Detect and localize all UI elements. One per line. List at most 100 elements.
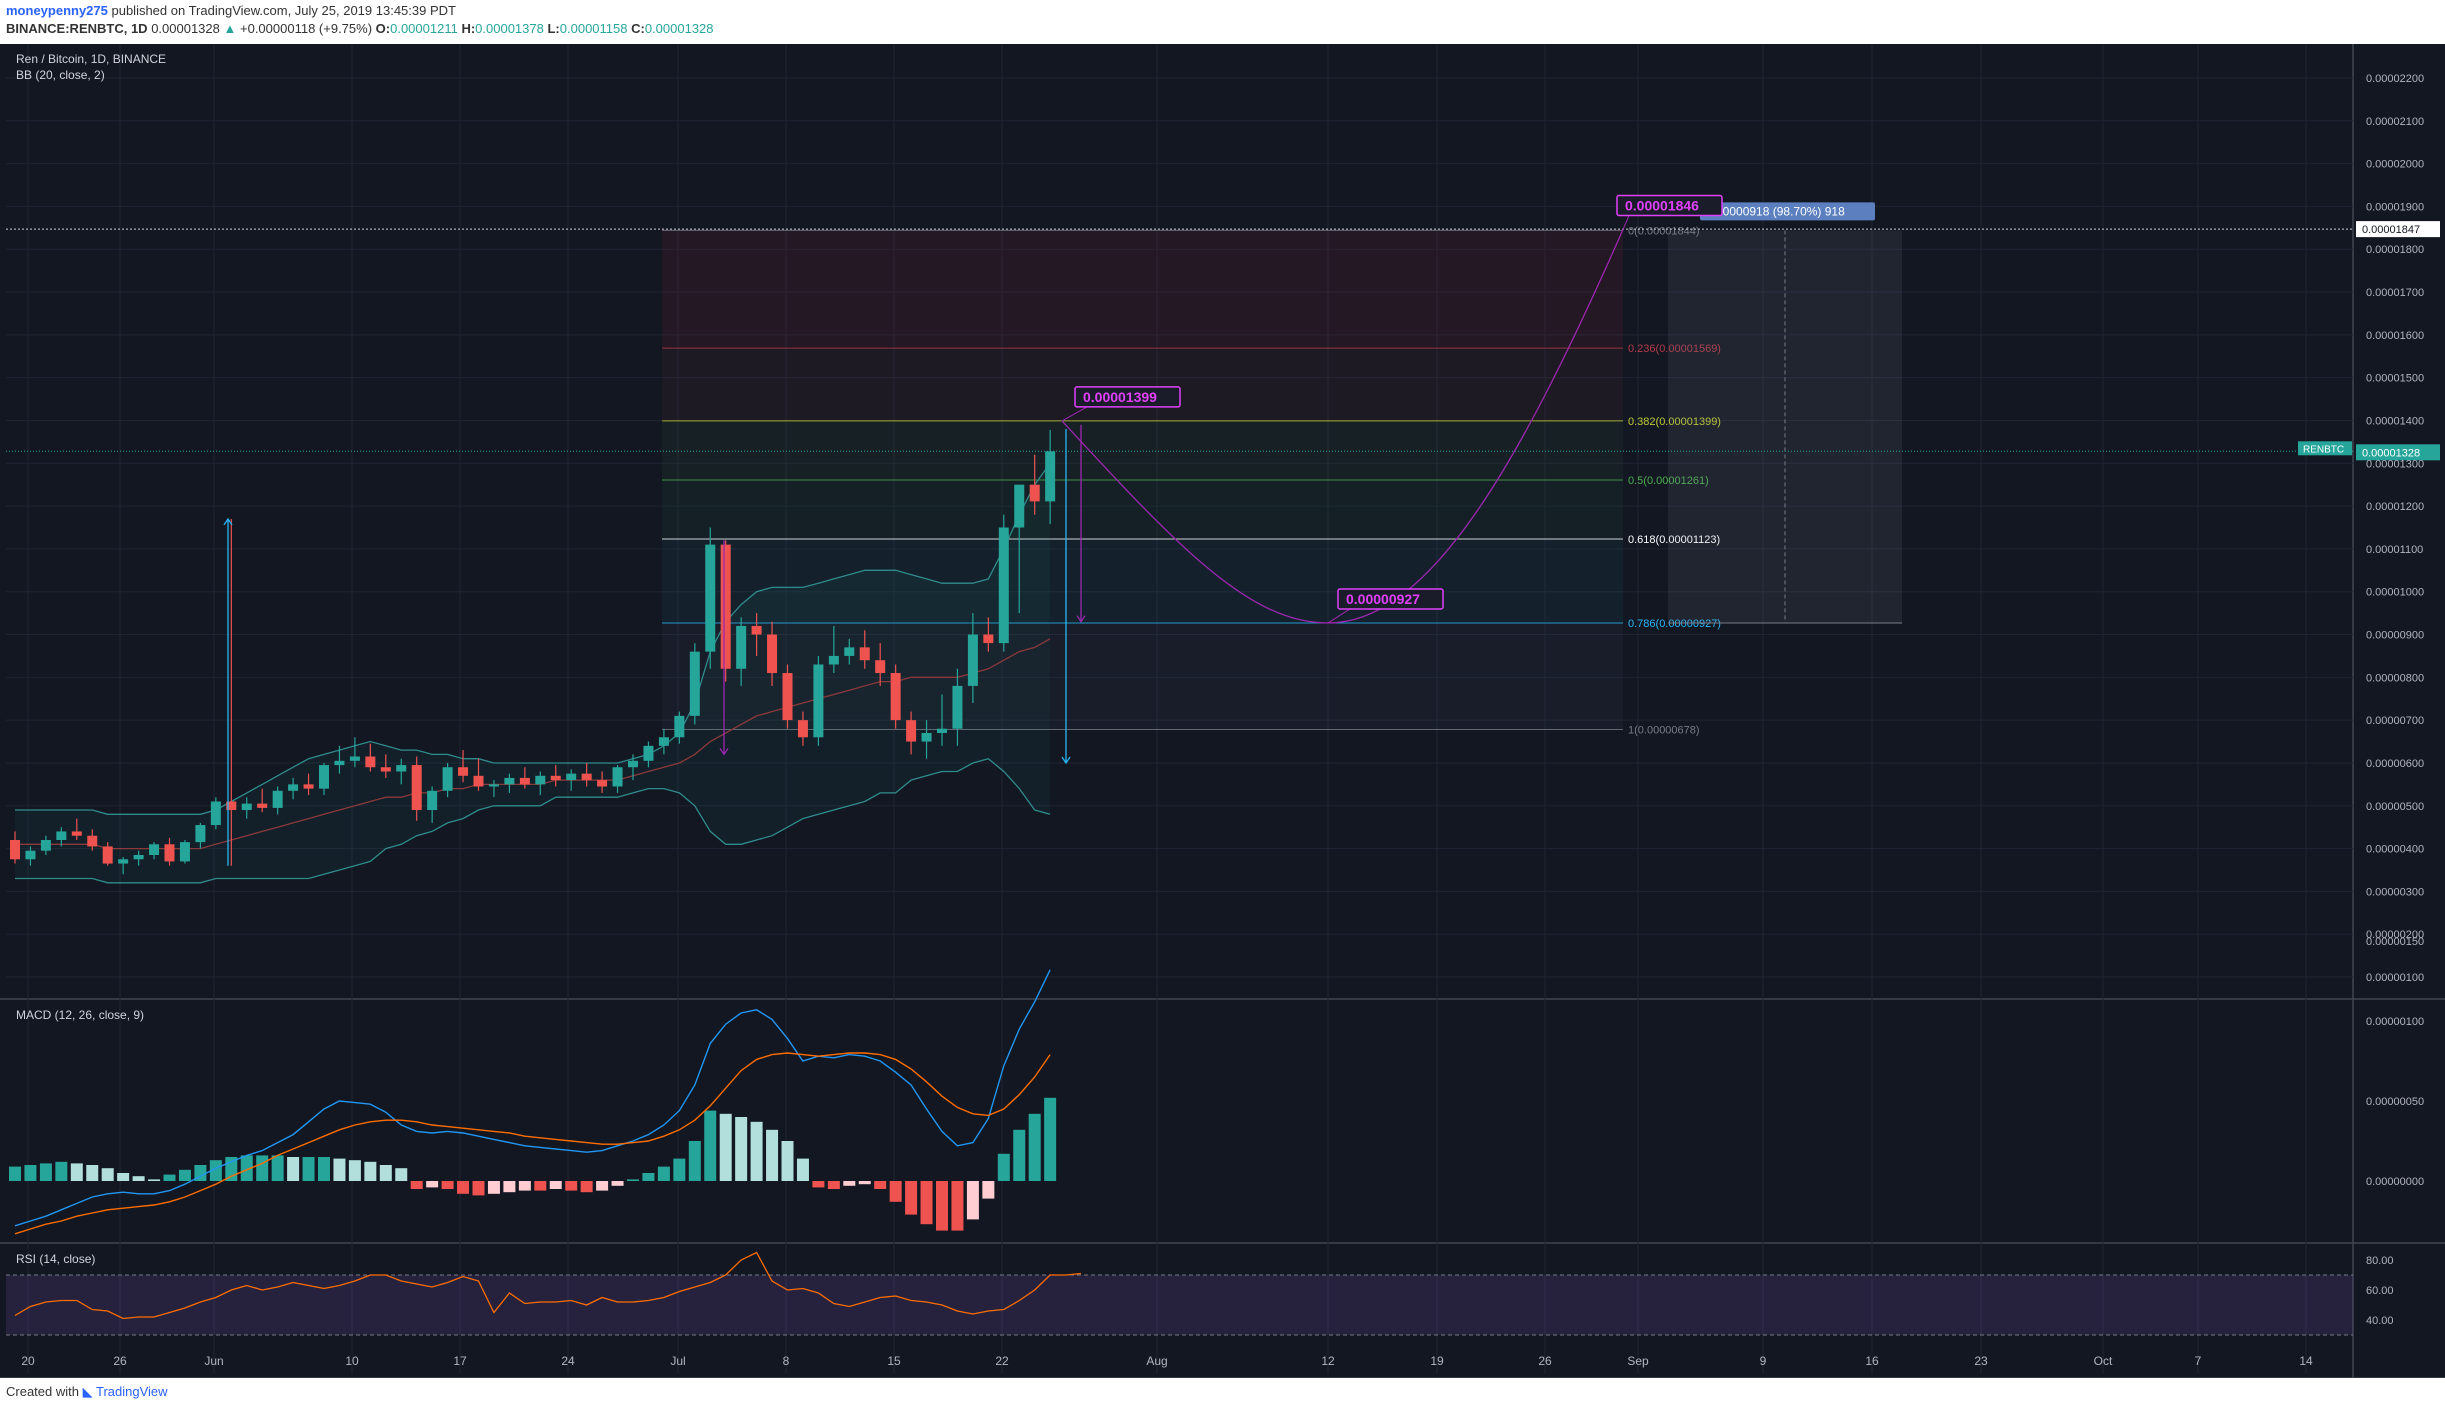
macd-histogram-bar (457, 1181, 470, 1194)
fib-level-label: 1(0.00000678) (1628, 725, 1700, 737)
callout-pointer (1327, 608, 1351, 624)
price-tick-label: 0.00002000 (2366, 159, 2424, 171)
projected-path (1061, 229, 1624, 624)
macd-histogram-bar (503, 1181, 516, 1193)
macd-histogram-bar (24, 1165, 37, 1181)
macd-tick-label: 0.00000100 (2366, 1016, 2424, 1028)
macd-histogram-bar (735, 1117, 748, 1181)
time-tick-label: 26 (113, 1354, 127, 1368)
time-tick-label: 26 (1538, 1354, 1552, 1368)
time-tick-label: 12 (1321, 1354, 1335, 1368)
price-lines: 0.00001847 RENBTC 0.00001328 (6, 221, 2440, 461)
last-price-tag: 0.00001328 (2362, 447, 2420, 459)
candle-body (257, 803, 268, 808)
rsi-band-fill (6, 1275, 2353, 1335)
drawings[interactable]: 0.00001399 0.00000927 0.00001846 (223, 194, 1723, 866)
candle-body (319, 765, 329, 789)
candle-body (40, 840, 51, 851)
candle-body (118, 859, 129, 864)
macd-histogram-bar (333, 1158, 346, 1181)
candle-body (952, 685, 963, 729)
up-arrow-icon: ▲ (223, 21, 237, 36)
candle-body (365, 756, 376, 768)
candle-body (612, 767, 623, 787)
candle-body (519, 777, 530, 785)
macd-histogram-bar (796, 1158, 809, 1181)
macd-histogram-bar (843, 1181, 856, 1186)
candle-body (937, 728, 947, 733)
candle-body (597, 780, 608, 787)
macd-histogram-bar (70, 1163, 83, 1181)
fib-zone (662, 479, 1623, 540)
candle-body (149, 844, 160, 855)
macd-histogram-bar (518, 1181, 531, 1191)
macd-histogram-bar (704, 1110, 717, 1181)
time-tick-label: 8 (783, 1354, 790, 1368)
price-tick-label: 0.00001600 (2366, 330, 2424, 342)
macd-histogram-bar (534, 1181, 547, 1191)
candle-body (998, 527, 1009, 644)
candles (10, 429, 1056, 875)
axes: 0.00000100 0.00000200 0.00000300 0.00000400… (21, 73, 2424, 1368)
candle-body (643, 745, 654, 761)
macd-histogram-bar (766, 1129, 779, 1181)
close-label: C: (631, 21, 645, 36)
macd-histogram-bar (426, 1181, 439, 1188)
time-tick-label: 22 (995, 1354, 1009, 1368)
time-tick-label: 17 (453, 1354, 467, 1368)
price-range-measure[interactable]: 0.00000918 (98.70%) 918 (1668, 202, 1902, 624)
candle-body (380, 767, 391, 772)
open-label: O: (375, 21, 391, 36)
callout-box (1616, 194, 1723, 217)
macd-histogram-bar (178, 1169, 191, 1181)
rsi-line (14, 1251, 1082, 1320)
low-value: 0.00001158 (559, 21, 628, 36)
footer: Created with ◣ TradingView (6, 1384, 168, 1400)
macd-tick-label: 0.00000050 (2366, 1096, 2424, 1108)
candle-body (210, 801, 221, 826)
candle-body (875, 660, 886, 674)
macd-histogram-bar (39, 1163, 52, 1181)
macd-histogram-bar (750, 1121, 763, 1181)
macd-histogram-bar (936, 1181, 948, 1231)
last-price-tag-bg (2356, 444, 2440, 461)
macd-histogram-bar (348, 1160, 361, 1181)
arrow-down-july-head (719, 748, 729, 756)
ohlc-line: BINANCE:RENBTC, 1D 0.00001328 ▲ +0.00000… (6, 21, 714, 36)
candle-body (226, 801, 237, 811)
macd-histogram-bar (657, 1166, 670, 1181)
author-link[interactable]: moneypenny275 (6, 3, 108, 18)
low-label: L: (547, 21, 560, 36)
signal-line (14, 1052, 1051, 1235)
chart-canvas[interactable]: 0(0.00001844) 0.236(0.00001569) 0.382(0.00… (0, 44, 2445, 1378)
candle-body (288, 784, 299, 791)
macd-histogram-bar (874, 1181, 887, 1189)
fib-level-label: 0.382(0.00001399) (1628, 416, 1721, 428)
macd-histogram-bar (487, 1181, 500, 1194)
fib-zone (662, 420, 1623, 480)
price-tick-label: 0.00002200 (2366, 73, 2424, 85)
macd-histogram-bar (117, 1173, 130, 1181)
macd-histogram-bar (86, 1165, 99, 1181)
bb-lower-line (15, 757, 1051, 884)
macd-histogram-bar (318, 1157, 330, 1181)
candle-body (983, 634, 994, 644)
time-tick-label: Jul (670, 1354, 685, 1368)
candle-body (767, 634, 778, 674)
main-pane-title: Ren / Bitcoin, 1D, BINANCE (16, 52, 166, 66)
macd-pane (9, 969, 1057, 1235)
callout-label: 0.00001846 (1625, 198, 1699, 214)
tradingview-link[interactable]: TradingView (96, 1384, 168, 1399)
macd-histogram-bar (55, 1161, 68, 1181)
macd-histogram-bar (611, 1181, 624, 1186)
measure-label: 0.00000918 (98.70%) 918 (1706, 204, 1845, 218)
candle-body (272, 790, 283, 808)
price-change: +0.00000118 (+9.75%) (240, 21, 373, 36)
price-tick-label: 0.00002100 (2366, 116, 2424, 128)
macd-histogram-bar (1013, 1129, 1026, 1181)
candle-body (906, 720, 917, 742)
price-tick-label: 0.00001000 (2366, 587, 2424, 599)
macd-histogram-bar (812, 1181, 825, 1188)
candle-body (303, 784, 314, 789)
callout-label: 0.00001399 (1083, 389, 1157, 405)
